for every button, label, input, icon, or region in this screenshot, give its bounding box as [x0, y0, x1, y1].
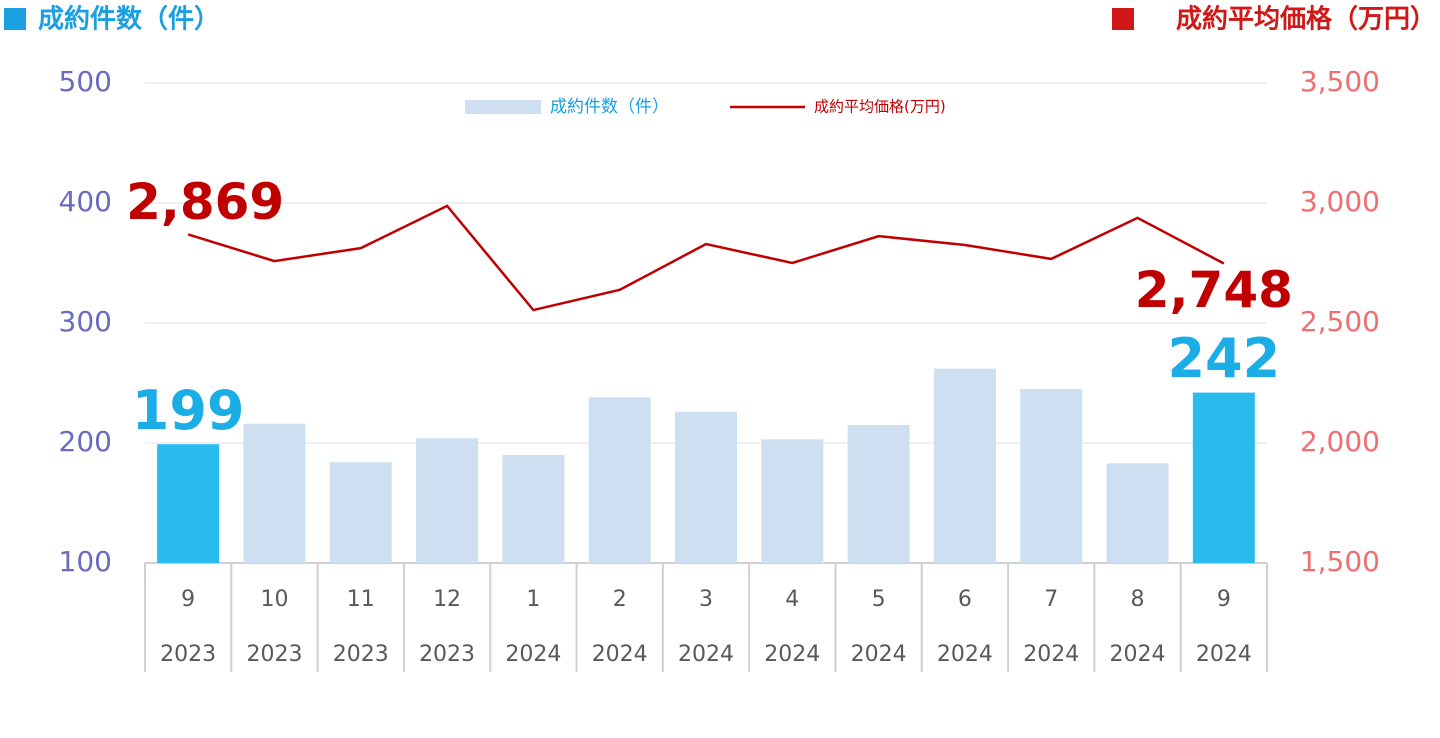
x-tick-label: 2024: [505, 642, 561, 667]
bar: [588, 397, 651, 563]
bar: [933, 368, 996, 563]
bar: [416, 438, 479, 563]
legend-label: 成約平均価格(万円): [814, 98, 946, 116]
y2-tick-label: 2,000: [1300, 425, 1380, 458]
x-tick-label: 9: [181, 587, 195, 612]
x-tick-label: 1: [526, 587, 540, 612]
x-tick-label: 11: [347, 587, 375, 612]
y2-tick-label: 2,500: [1300, 305, 1380, 338]
bar: [761, 439, 824, 563]
x-tick-label: 5: [872, 587, 886, 612]
x-tick-label: 2024: [1196, 642, 1252, 667]
x-tick-label: 2023: [160, 642, 216, 667]
x-tick-label: 2023: [246, 642, 302, 667]
x-tick-label: 2024: [937, 642, 993, 667]
y-tick-label: 500: [59, 65, 112, 98]
x-tick-label: 2024: [1110, 642, 1166, 667]
x-tick-label: 2024: [1023, 642, 1079, 667]
bar: [329, 462, 392, 563]
bar: [847, 425, 910, 563]
x-tick-label: 12: [433, 587, 461, 612]
data-label: 242: [1167, 327, 1280, 390]
bar: [243, 423, 306, 563]
bar: [1020, 389, 1083, 563]
x-tick-label: 9: [1217, 587, 1231, 612]
bar: [1192, 392, 1255, 563]
x-tick-label: 2: [613, 587, 627, 612]
y2-tick-label: 3,500: [1300, 65, 1380, 98]
x-tick-label: 2024: [851, 642, 907, 667]
y-tick-label: 400: [59, 185, 112, 218]
bar: [675, 411, 737, 563]
y2-tick-label: 1,500: [1300, 545, 1380, 578]
x-tick-label: 6: [958, 587, 972, 612]
x-tick-label: 2023: [419, 642, 475, 667]
left-axis-title: 成約件数（件）: [38, 4, 220, 35]
header-marker: [1112, 8, 1134, 30]
y-tick-label: 100: [59, 545, 112, 578]
legend-label: 成約件数（件）: [550, 97, 669, 117]
right-axis-title: 成約平均価格（万円）: [1176, 4, 1436, 35]
line: [187, 204, 1225, 312]
data-label: 2,748: [1135, 261, 1293, 319]
x-tick-label: 2024: [764, 642, 820, 667]
bar: [157, 444, 220, 563]
x-tick-label: 2024: [592, 642, 648, 667]
x-tick-label: 2023: [333, 642, 389, 667]
x-tick-label: 4: [785, 587, 799, 612]
header-marker: [4, 8, 26, 30]
bar: [502, 455, 565, 563]
data-label: 2,869: [126, 173, 284, 231]
data-label: 199: [132, 379, 245, 442]
x-tick-label: 10: [260, 587, 288, 612]
bar: [1106, 463, 1169, 563]
legend-swatch: [465, 100, 541, 114]
y-tick-label: 300: [59, 305, 112, 338]
x-tick-label: 2024: [678, 642, 734, 667]
y-tick-label: 200: [59, 425, 112, 458]
x-tick-label: 8: [1131, 587, 1145, 612]
x-tick-label: 7: [1044, 587, 1058, 612]
y2-tick-label: 3,000: [1300, 185, 1380, 218]
x-tick-label: 3: [699, 587, 713, 612]
